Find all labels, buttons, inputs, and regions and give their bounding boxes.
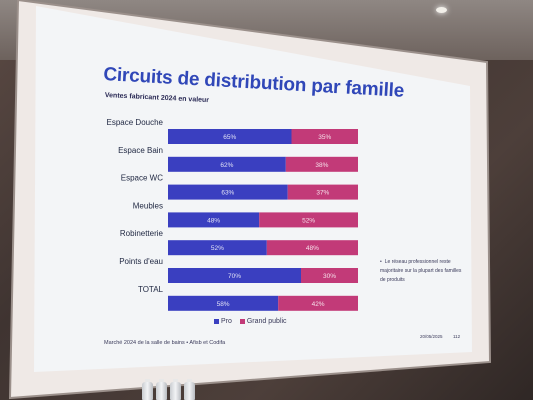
ceiling-light bbox=[436, 7, 447, 13]
water-bottles bbox=[138, 378, 208, 400]
category-label: Espace Douche bbox=[107, 118, 164, 127]
bar-data-label: 58% bbox=[217, 301, 230, 308]
bar-segment-grand-public bbox=[291, 129, 358, 144]
bar-data-label: 52% bbox=[302, 217, 315, 224]
footer-page-number: 112 bbox=[453, 334, 461, 339]
bar-segment-pro bbox=[168, 129, 292, 144]
bar-data-label: 38% bbox=[315, 162, 328, 169]
category-label: Robinetterie bbox=[120, 229, 164, 238]
water-bottle bbox=[184, 379, 195, 400]
bar-data-label: 35% bbox=[318, 134, 331, 141]
category-label: Points d'eau bbox=[119, 257, 163, 266]
bar-segment-pro bbox=[168, 184, 288, 200]
bar-segment-grand-public bbox=[301, 268, 358, 283]
footer-date: 20/05/2025 bbox=[420, 334, 443, 339]
bar-data-label: 48% bbox=[207, 217, 220, 224]
bar-segment-pro bbox=[168, 240, 267, 256]
bar-data-label: 63% bbox=[221, 190, 234, 197]
bar-data-label: 65% bbox=[223, 134, 236, 141]
legend-swatch-grand-public bbox=[239, 319, 245, 324]
bar-segment-pro bbox=[168, 212, 260, 228]
bar-segment-grand-public bbox=[287, 184, 358, 200]
water-bottle bbox=[142, 379, 153, 400]
bar-data-label: 42% bbox=[312, 301, 325, 308]
legend-item-grand-public: Grand public bbox=[239, 318, 287, 325]
bar-segment-grand-public bbox=[285, 156, 358, 172]
legend-swatch-pro bbox=[214, 319, 219, 324]
water-bottle bbox=[156, 379, 167, 400]
bar-data-label: 52% bbox=[211, 245, 224, 252]
bar-data-label: 37% bbox=[316, 190, 329, 197]
water-bottle bbox=[170, 379, 181, 400]
chart-legend: Pro Grand public bbox=[214, 318, 293, 326]
legend-label-grand-public: Grand public bbox=[246, 318, 287, 325]
bar-segment-grand-public bbox=[259, 212, 358, 228]
legend-item-pro: Pro bbox=[214, 318, 232, 325]
category-label: Meubles bbox=[133, 201, 163, 210]
slide-note-text: Le réseau professionnel reste majoritair… bbox=[380, 259, 462, 283]
slide-note: • Le réseau professionnel reste majoritai… bbox=[380, 258, 462, 285]
category-label: Espace Bain bbox=[118, 146, 163, 155]
bar-data-label: 62% bbox=[220, 162, 233, 169]
category-label: TOTAL bbox=[138, 285, 164, 294]
bar-segment-grand-public bbox=[278, 295, 358, 311]
bar-data-label: 70% bbox=[228, 273, 241, 280]
bar-segment-pro bbox=[168, 156, 286, 172]
bar-segment-grand-public bbox=[266, 240, 358, 256]
bar-data-label: 30% bbox=[323, 273, 336, 280]
category-label: Espace WC bbox=[121, 174, 163, 183]
note-bullet-icon: • bbox=[380, 259, 382, 265]
footer-source: Marché 2024 de la salle de bains • Afisb… bbox=[104, 340, 226, 346]
bar-data-label: 48% bbox=[306, 245, 319, 252]
bar-segment-pro bbox=[168, 295, 279, 311]
bar-segment-pro bbox=[168, 268, 301, 283]
legend-label-pro: Pro bbox=[221, 318, 232, 325]
